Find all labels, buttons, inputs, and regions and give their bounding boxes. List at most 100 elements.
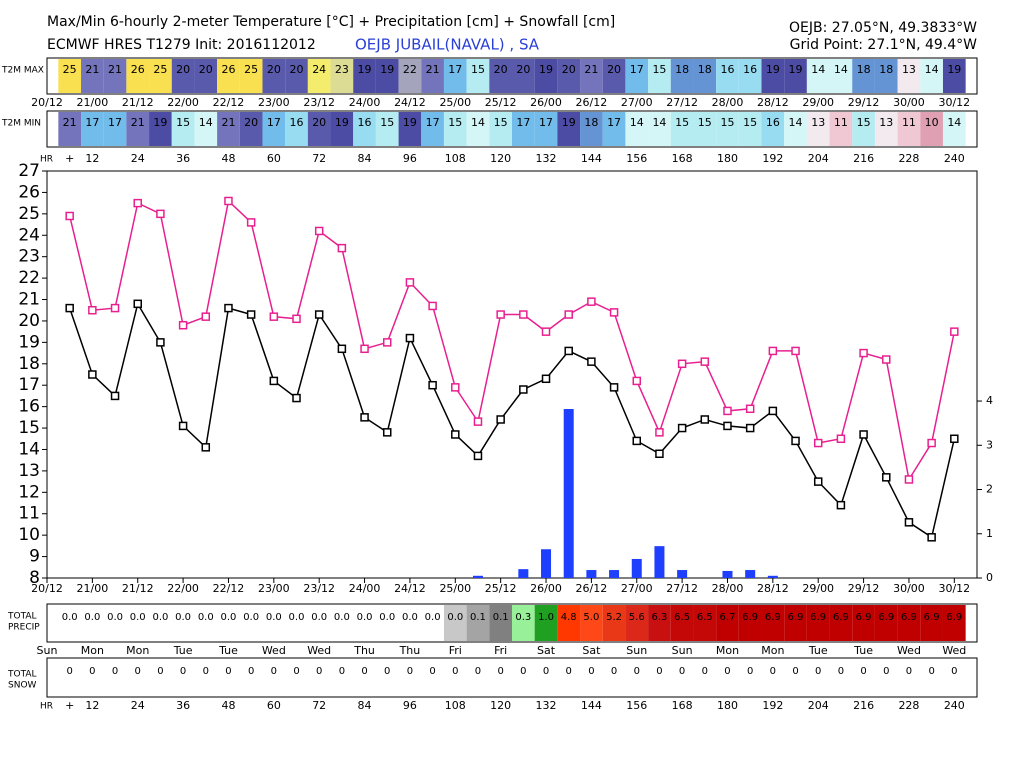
temp-marker [292,314,301,324]
temp-cell [580,59,603,93]
temp-marker [927,438,936,448]
temp-cell [897,59,921,93]
day-label: Sat [537,644,556,657]
precip-cell-label: 0.0 [425,612,441,623]
temp-cell [398,112,422,146]
temp-cell-label: 20 [312,116,326,129]
row-label: TOTAL [7,612,37,622]
temp-marker [541,374,551,384]
precip-cell-label: 0.0 [402,612,418,623]
temp-cell [285,112,308,146]
precip-cell-label: 6.9 [878,612,894,623]
temp-cell-label: 11 [902,116,916,129]
snow-cell-label: 0 [906,666,912,677]
precip-cell [920,605,943,641]
temp-cell-label: 15 [675,116,689,129]
x-tick-label: 21/12 [122,96,154,109]
temp-cell-label: 24 [312,63,326,76]
precip-cell [194,605,218,641]
y-tick-label: 15 [18,418,40,438]
x-tick-label: 23/12 [303,582,335,595]
temp-cell [307,59,331,93]
x-tick-label: 23/12 [303,96,335,109]
temp-marker [723,421,732,431]
precip-cell [670,605,694,641]
precip-cell-label: 0.0 [243,612,259,623]
precip-cell [217,605,240,641]
x-tick-label: 25/00 [439,582,471,595]
temp-cell [874,59,898,93]
temp-cell [58,112,82,146]
y-tick-label: 21 [18,290,40,310]
temp-cell-label: 14 [471,116,485,129]
day-label: Tue [218,644,238,657]
temp-cell [716,112,739,146]
hr-tick-label: 108 [445,699,466,712]
temp-cell [58,59,82,93]
temp-cell [103,59,127,93]
snow-cell-label: 0 [112,666,118,677]
temp-cell-label: 15 [698,116,712,129]
day-label: Thu [353,644,375,657]
day-label: Tue [173,644,193,657]
row-label: T2M MIN [1,119,41,129]
hr-tick-label: 144 [581,152,602,165]
temp-cell-label: 14 [834,63,848,76]
temp-cell-label: 25 [63,63,77,76]
temp-cell-label: 20 [244,116,258,129]
snow-cell-label: 0 [520,666,526,677]
coords: OEJB: 27.05°N, 49.3833°W [789,20,977,36]
precip-cell-label: 6.5 [697,612,713,623]
y-tick-label: 8 [29,568,40,588]
hr-tick-label: 48 [221,699,235,712]
precip-cell [761,605,785,641]
temp-cell [806,112,830,146]
hr-tick-label: + [65,699,74,712]
snow-cell-label: 0 [656,666,662,677]
precip-cell-label: 0.0 [130,612,146,623]
temp-cell-label: 13 [811,116,825,129]
temp-cell [443,59,467,93]
temp-cell-label: 21 [85,63,99,76]
precip-cell [716,605,739,641]
temp-marker [110,303,120,313]
precip-cell-label: 0.0 [175,612,191,623]
temp-cell-label: 17 [426,116,440,129]
temp-cell [171,59,195,93]
snow-cell-label: 0 [452,666,458,677]
temp-cell-label: 16 [358,116,372,129]
x-tick-label: 27/00 [621,96,653,109]
precip-cell-label: 6.9 [810,612,826,623]
temp-marker [609,383,619,392]
snow-cell-label: 0 [407,666,413,677]
temp-cell [920,112,943,146]
temp-marker [473,417,483,426]
precip-cell-label: 0.0 [84,612,100,623]
row-frame [46,603,978,643]
precip-cell-label: 6.9 [765,612,781,623]
snow-cell-label: 0 [497,666,503,677]
temp-marker [700,357,710,366]
x-tick-label: 28/12 [757,96,789,109]
temp-marker [859,348,868,358]
precip-cell [512,605,535,641]
precip-bar [472,575,483,578]
y-tick-label: 22 [18,268,40,288]
snow-cell-label: 0 [611,666,617,677]
temp-cell-label: 15 [494,116,508,129]
precip-cell [262,605,286,641]
hr-label: HR [40,702,53,712]
hr-tick-label: 84 [358,699,372,712]
x-tick-label: 27/12 [666,582,698,595]
precip-cell [81,605,104,641]
precip-cell [126,605,150,641]
temp-cell [285,59,308,93]
x-tick-label: 21/00 [77,582,109,595]
temp-marker [246,310,256,319]
hr-tick-label: 144 [581,699,602,712]
precip-bar [631,558,642,578]
temp-marker [65,211,74,221]
snow-cell-label: 0 [634,666,640,677]
hr-label: HR [40,155,53,165]
